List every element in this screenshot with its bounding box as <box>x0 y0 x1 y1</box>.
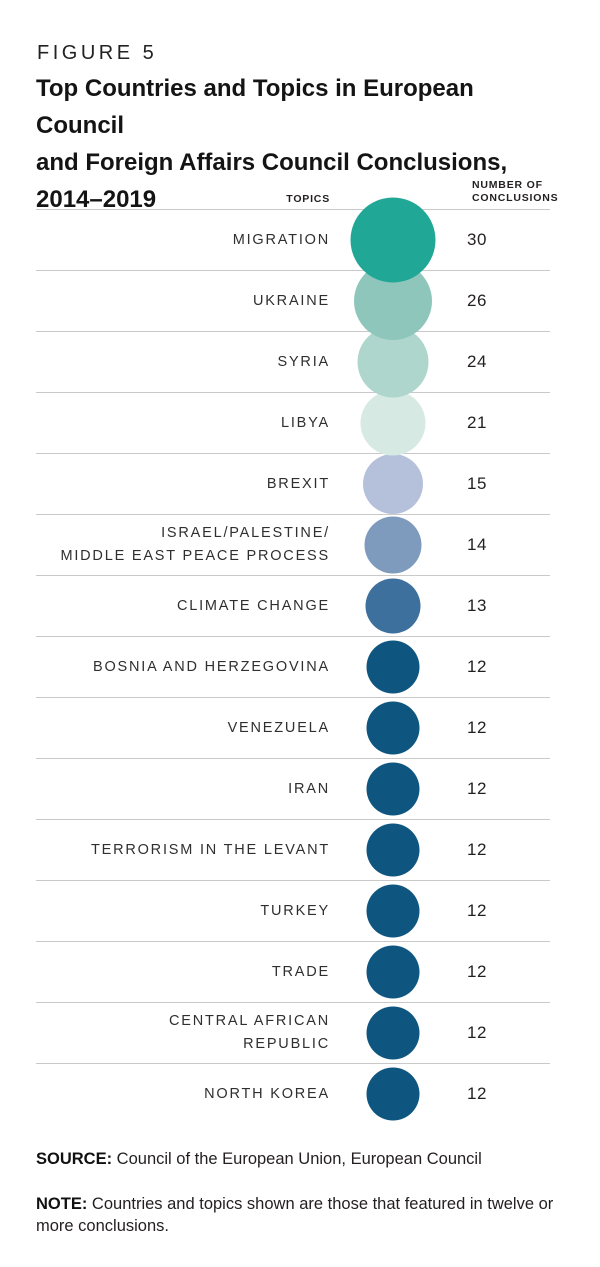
topic-label: NORTH KOREA <box>204 1085 330 1102</box>
conclusions-count: 24 <box>467 352 487 371</box>
table-row: TURKEY 12 <box>36 880 550 941</box>
topic-label: BREXIT <box>266 475 330 492</box>
table-row: ISRAEL/PALESTINE/ MIDDLE EAST PEACE PROC… <box>36 514 550 575</box>
note-text: Countries and topics shown are those tha… <box>36 1195 554 1235</box>
topic-label: CENTRAL AFRICAN REPUBLIC <box>168 1013 330 1052</box>
conclusions-count: 12 <box>467 779 487 798</box>
table-row: SYRIA 24 <box>36 326 550 398</box>
bubble-cell <box>330 454 455 514</box>
value-bubble <box>366 701 419 755</box>
conclusions-count: 12 <box>467 718 487 737</box>
table-row: BREXIT 15 <box>36 453 550 514</box>
figure-kicker: FIGURE 5 <box>37 42 158 64</box>
table-row: IRAN 12 <box>36 758 550 819</box>
value-bubble <box>366 945 419 999</box>
topic-label: TRADE <box>271 963 330 980</box>
bubble-cell <box>330 197 455 283</box>
table-row: NORTH KOREA 12 <box>36 1063 550 1124</box>
table-row: CENTRAL AFRICAN REPUBLIC 12 <box>36 1002 550 1063</box>
topic-label: SYRIA <box>277 353 330 370</box>
source-label: SOURCE: <box>36 1150 113 1168</box>
table-row: VENEZUELA 12 <box>36 697 550 758</box>
bubble-cell <box>330 881 455 941</box>
source-text: Council of the European Union, European … <box>112 1150 482 1168</box>
topic-label: CLIMATE CHANGE <box>176 597 330 614</box>
bubble-cell <box>330 942 455 1002</box>
topic-label: UKRAINE <box>252 292 330 309</box>
conclusions-count: 12 <box>467 901 487 920</box>
source-line: SOURCE: Council of the European Union, E… <box>36 1148 576 1170</box>
chart-column-headers: TOPICS NUMBER OF CONCLUSIONS <box>36 178 557 209</box>
table-row: CLIMATE CHANGE 13 <box>36 575 550 636</box>
note-label: NOTE: <box>36 1195 88 1213</box>
conclusions-count: 12 <box>467 1023 487 1042</box>
table-row: LIBYA 21 <box>36 390 550 456</box>
bubble-cell <box>330 515 455 575</box>
value-bubble <box>362 454 423 514</box>
conclusions-count: 12 <box>467 962 487 981</box>
table-row: MIGRATION 30 <box>36 197 550 283</box>
conclusions-count: 26 <box>467 291 487 310</box>
conclusions-count: 15 <box>467 474 487 493</box>
number-of-conclusions-column-header: NUMBER OF CONCLUSIONS <box>472 179 559 204</box>
topic-label: VENEZUELA <box>227 719 330 736</box>
value-bubble <box>350 197 435 283</box>
conclusions-count: 21 <box>467 413 487 432</box>
topic-label: TERRORISM IN THE LEVANT <box>90 841 330 858</box>
topic-label: ISRAEL/PALESTINE/ MIDDLE EAST PEACE PROC… <box>60 525 330 564</box>
topic-label: MIGRATION <box>232 231 330 248</box>
topic-label: TURKEY <box>260 902 330 919</box>
bubble-cell <box>330 698 455 758</box>
conclusions-count: 30 <box>467 230 487 249</box>
bubble-cell <box>330 576 455 636</box>
note-line: NOTE: Countries and topics shown are tho… <box>36 1193 581 1237</box>
conclusions-count: 12 <box>467 1084 487 1103</box>
value-bubble <box>366 823 419 877</box>
bubble-cell <box>330 820 455 880</box>
conclusions-count: 13 <box>467 596 487 615</box>
bubble-cell <box>330 759 455 819</box>
bubble-cell <box>330 1003 455 1063</box>
bubble-cell <box>330 1064 455 1124</box>
value-bubble <box>366 762 419 816</box>
conclusions-count: 14 <box>467 535 487 554</box>
figure-title: Top Countries and Topics in European Cou… <box>36 75 508 213</box>
conclusions-count: 12 <box>467 840 487 859</box>
topics-column-header: TOPICS <box>286 193 330 205</box>
table-row: BOSNIA AND HERZEGOVINA 12 <box>36 636 550 697</box>
value-bubble <box>366 1067 419 1121</box>
value-bubble <box>366 884 419 938</box>
topic-label: IRAN <box>288 780 330 797</box>
bubble-cell <box>330 390 455 456</box>
topic-label: BOSNIA AND HERZEGOVINA <box>92 658 330 675</box>
topic-label: LIBYA <box>280 414 330 431</box>
conclusions-count: 12 <box>467 657 487 676</box>
table-row: TRADE 12 <box>36 941 550 1002</box>
value-bubble <box>364 516 421 574</box>
value-bubble <box>366 1006 419 1060</box>
table-row: UKRAINE 26 <box>36 262 550 340</box>
value-bubble <box>360 390 425 456</box>
bubble-chart: MIGRATION 30 UKRAINE 26 SYRIA 24 LIBYA <box>36 197 550 1124</box>
bubble-cell <box>330 326 455 398</box>
value-bubble <box>366 640 419 694</box>
bubble-cell <box>330 637 455 697</box>
table-row: TERRORISM IN THE LEVANT 12 <box>36 819 550 880</box>
value-bubble <box>365 578 420 634</box>
